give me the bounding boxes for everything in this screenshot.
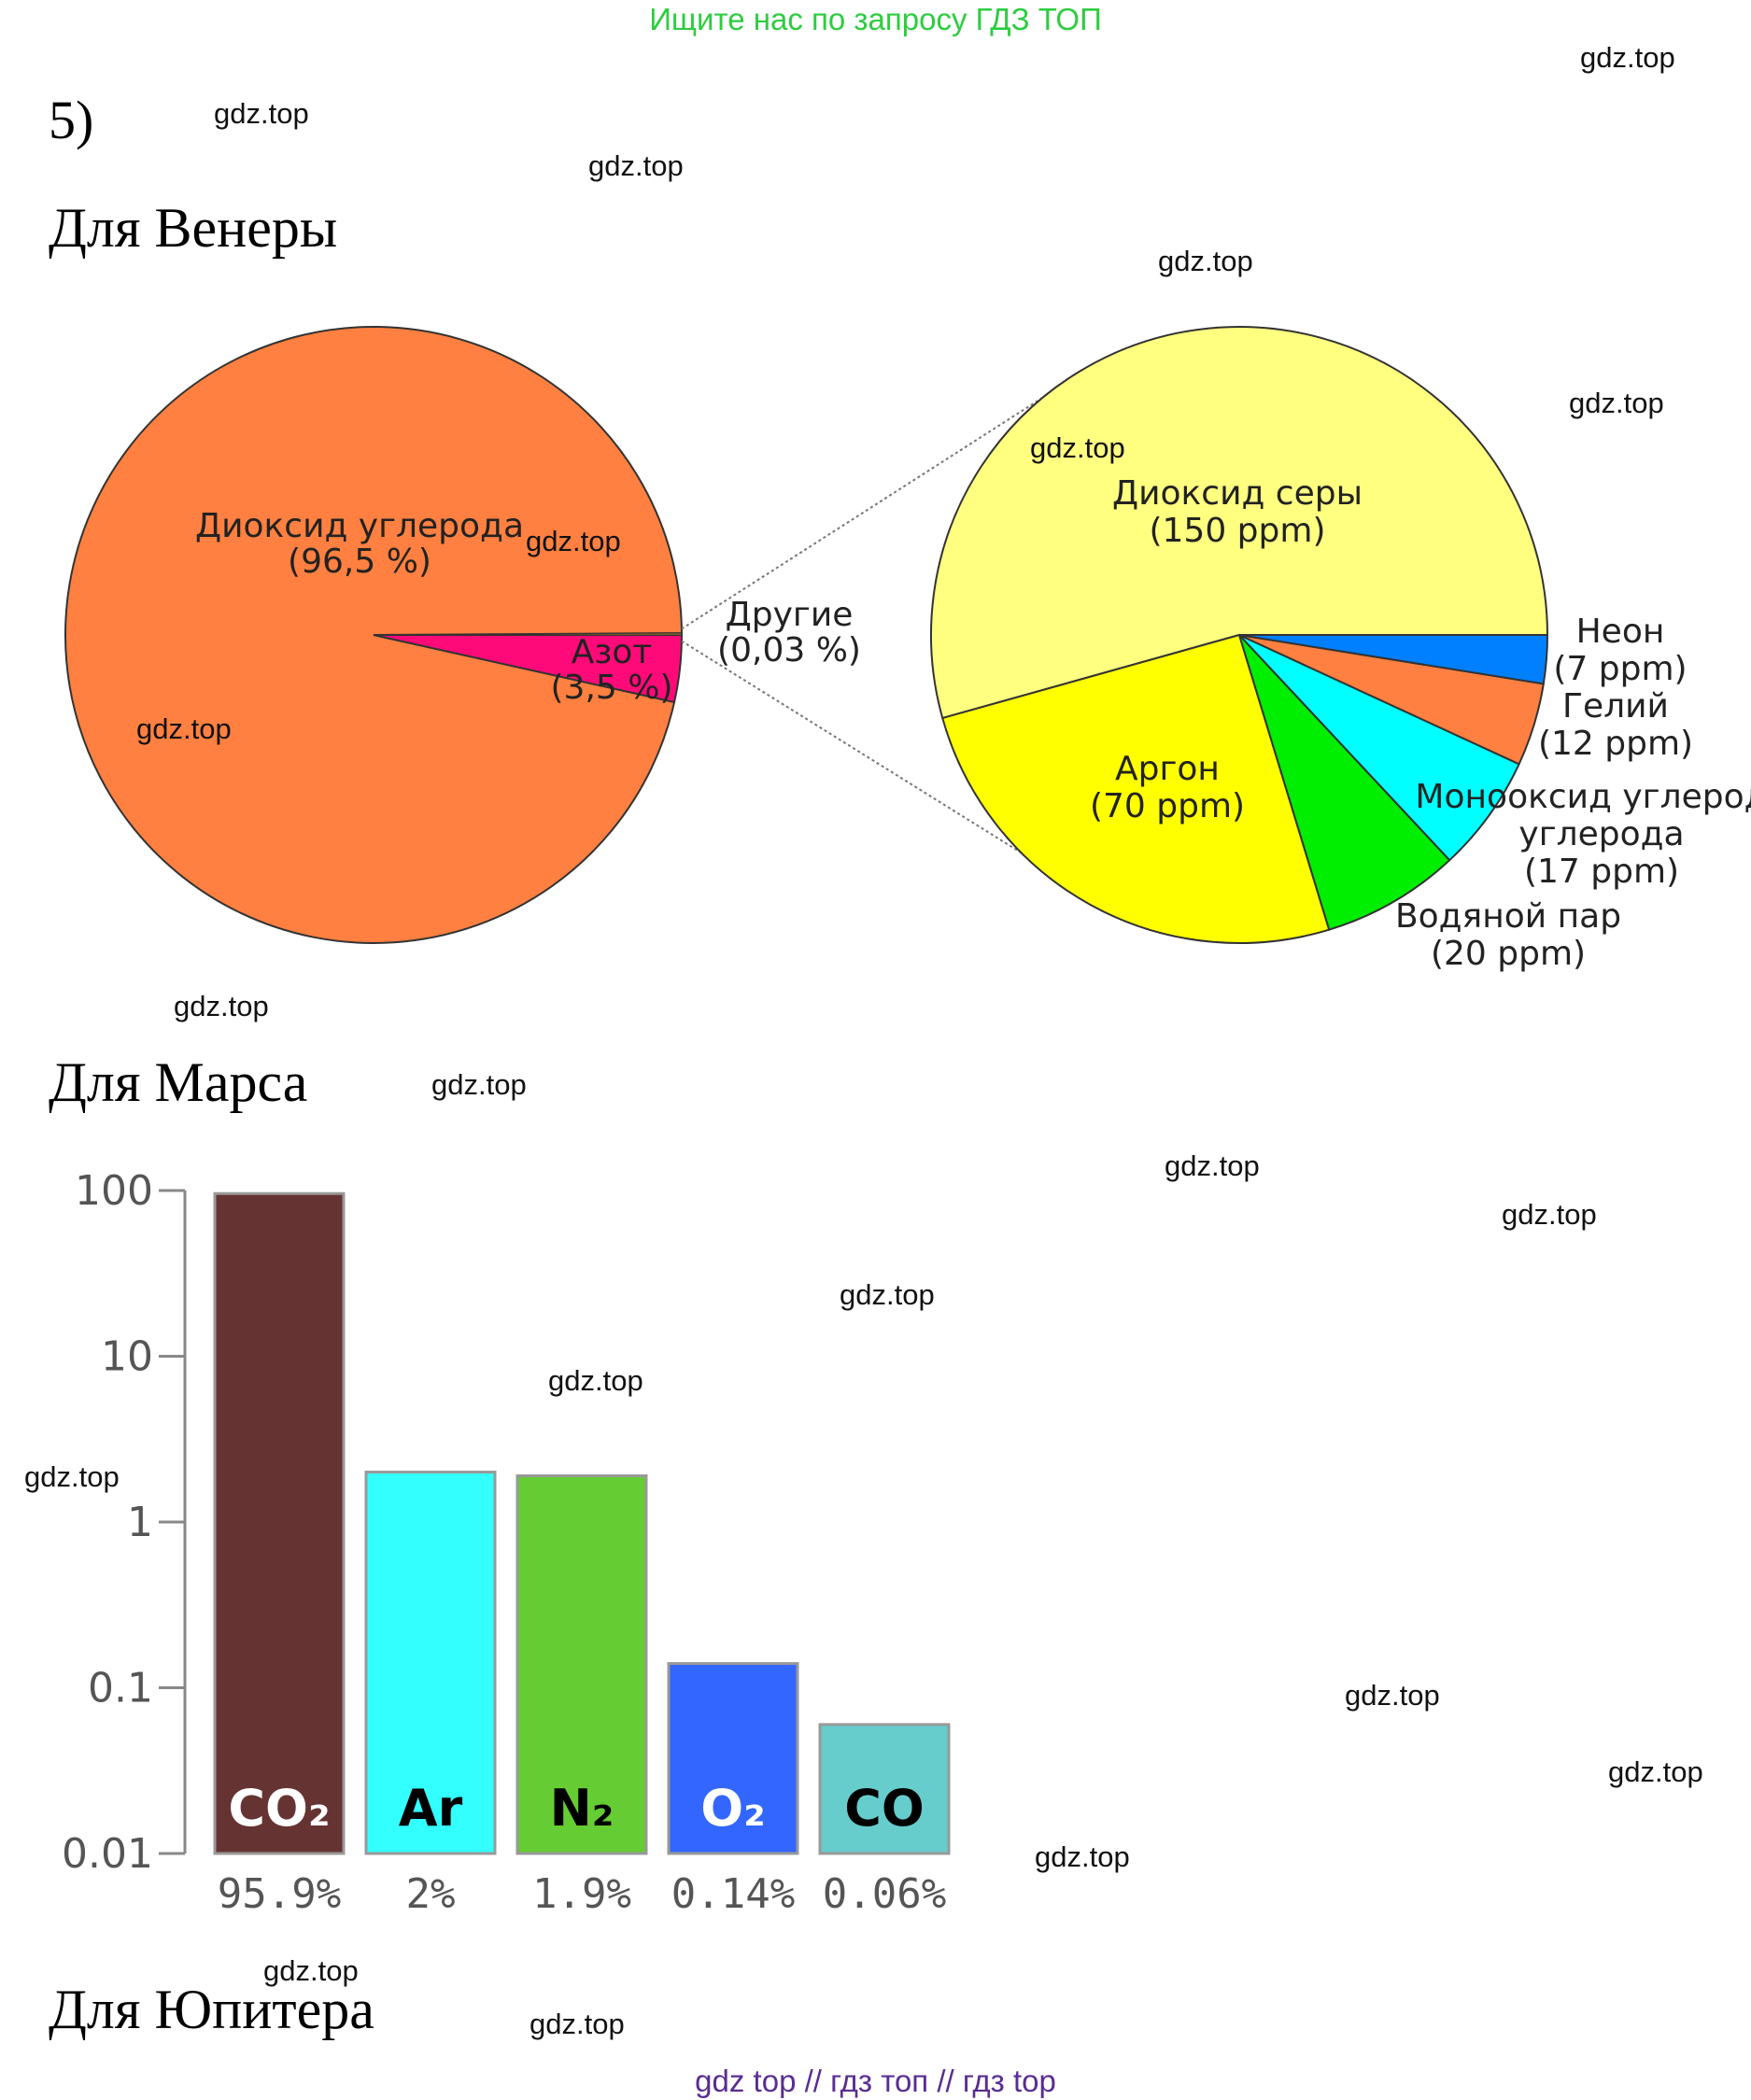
watermark: gdz.top [1569,387,1664,419]
y-tick-label: 10 [101,1333,153,1381]
bar-value-label: 1.9% [532,1870,631,1918]
pie-slice-neon [1238,634,1549,685]
watermark: gdz.top [1345,1679,1440,1712]
bar-category-label: CO₂ [228,1779,330,1838]
bar [364,1471,497,1855]
watermark: gdz.top [1580,41,1675,74]
watermark: gdz.top [526,525,621,557]
problem-number: 5) [49,90,94,150]
bar-value-label: 0.14% [671,1870,795,1918]
watermark: gdz.top [431,1068,527,1101]
watermark: gdz.top [1030,431,1125,464]
bar [515,1474,648,1855]
bar-category-label: N₂ [550,1779,614,1838]
watermark: gdz.top [548,1364,643,1397]
pie-slice-argon [941,633,1331,944]
label-so2: Диоксид серы (150 ppm) [1112,474,1363,550]
y-tick-label: 1 [127,1499,153,1546]
watermark: gdz.top [1158,245,1253,277]
label-nitrogen: Азот (3,5 %) [551,633,673,707]
watermark: gdz.top [1608,1755,1703,1788]
watermark: gdz.top [136,712,232,745]
watermark: gdz.top [1502,1198,1597,1231]
pie-slice-carbon-monoxide [1238,634,1520,862]
y-tick-label: 0.1 [88,1665,153,1712]
bar [667,1662,799,1855]
bar-value-label: 95.9% [218,1870,341,1918]
venus-pie-charts: Диоксид углерода (96,5 %) Азот (3,5 %) Други… [64,326,1751,973]
label-helium: Гелий (12 ppm) [1538,687,1693,763]
pie-slice-water-vapor [1238,634,1451,931]
watermark: gdz.top [263,1954,359,1987]
watermark: gdz.top [530,2008,625,2040]
bar-category-label: Ar [399,1779,463,1838]
watermark: gdz.top [24,1460,120,1493]
bar-category-label: O₂ [700,1779,766,1838]
label-others: Другие (0,03 %) [717,596,861,669]
venus-heading: Для Венеры [49,197,338,259]
bar [818,1723,951,1855]
label-argon: Аргон (70 ppm) [1090,750,1245,825]
search-banner: Ищите нас по запросу ГДЗ ТОП [649,2,1102,36]
watermark: gdz.top [174,990,269,1022]
y-tick-label: 0.01 [62,1830,153,1878]
label-water-vapor: Водяной пар (20 ppm) [1395,897,1621,973]
bar-category-label: CO [844,1779,925,1838]
watermark: gdz.top [840,1278,935,1311]
jupiter-heading: Для Юпитера [49,1979,374,2040]
pie-slice-so2 [930,326,1549,720]
watermark: gdz.top [214,97,309,130]
bar [213,1191,346,1855]
connector-line [681,396,1044,630]
mars-bar-chart: 100 10 1 0.1 0.01 CO₂ 95.9% Ar 2% N₂ 1.9% O₂ 0.14% CO… [62,1167,951,1918]
mars-heading: Для Марса [49,1051,308,1113]
bar-value-label: 2% [406,1870,456,1918]
label-neon: Неон (7 ppm) [1553,613,1687,688]
pie-slice-others [373,632,683,636]
watermark: gdz.top [1165,1149,1260,1182]
y-tick-label: 100 [75,1167,153,1215]
label-co2: Диоксид углерода (96,5 %) [195,507,524,581]
watermark: gdz.top [588,149,684,182]
watermark: gdz.top [1035,1840,1130,1873]
bar-value-label: 0.06% [823,1870,946,1918]
label-carbon-monoxide: Монооксид углерода углерода (17 ppm) [1415,778,1751,891]
footer-links: gdz top // гдз топ // гдз top [695,2064,1056,2098]
